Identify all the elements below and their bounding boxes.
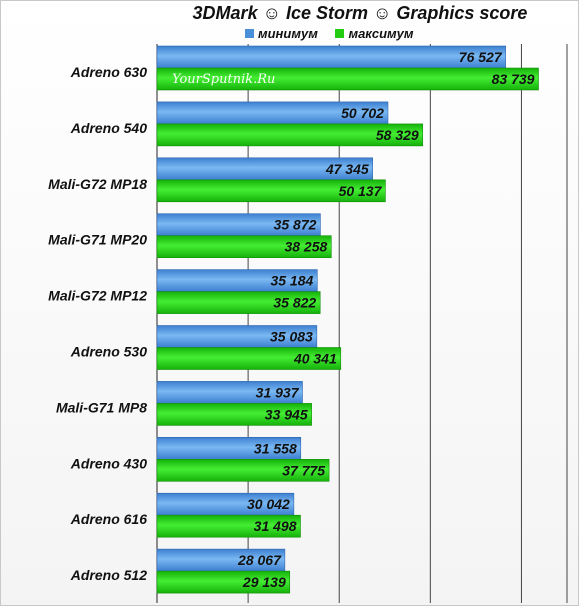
category-label: Adreno 540 — [70, 120, 147, 136]
bar-max — [156, 123, 424, 147]
bar-max — [156, 179, 386, 203]
legend-swatch-max — [335, 29, 345, 38]
value-label-max: 33 945 — [265, 406, 308, 422]
category-label: Mali-G72 MP18 — [48, 176, 147, 192]
legend-label-max: максимум — [348, 26, 414, 41]
value-label-min: 31 937 — [256, 384, 300, 400]
value-label-min: 35 184 — [270, 273, 313, 289]
value-label-min: 50 702 — [341, 105, 384, 121]
value-label-min: 35 083 — [270, 329, 313, 345]
chart-title: 3DMark ☺ Ice Storm ☺ Graphics score — [192, 3, 528, 23]
value-label-max: 83 739 — [492, 71, 535, 87]
value-label-max: 50 137 — [339, 183, 383, 199]
value-label-min: 76 527 — [459, 49, 503, 65]
legend-label-min: минимум — [258, 26, 318, 41]
value-label-max: 31 498 — [254, 518, 297, 534]
value-label-max: 38 258 — [284, 239, 327, 255]
category-label: Mali-G71 MP8 — [56, 399, 147, 415]
category-label: Adreno 512 — [70, 567, 147, 583]
legend-swatch-min — [245, 29, 254, 38]
value-label-min: 35 872 — [274, 217, 317, 233]
category-label: Mali-G71 MP20 — [48, 232, 147, 248]
bar-max — [156, 67, 539, 91]
bar-min — [156, 45, 506, 69]
legend-item-min: минимум — [245, 26, 318, 41]
bar-max — [156, 291, 321, 314]
value-label-min: 31 558 — [254, 440, 297, 456]
value-label-min: 30 042 — [247, 496, 290, 512]
value-label-max: 37 775 — [282, 462, 325, 478]
legend: минимум максимум — [245, 26, 428, 41]
category-label: Adreno 630 — [70, 64, 147, 80]
value-label-max: 58 329 — [376, 127, 419, 143]
bar-max — [156, 347, 342, 370]
value-label-min: 28 067 — [237, 552, 282, 568]
watermark: YourSputnik.Ru — [172, 72, 276, 87]
bar-max — [156, 235, 332, 258]
category-label: Adreno 430 — [70, 455, 147, 471]
value-label-min: 47 345 — [325, 161, 369, 177]
legend-item-max: максимум — [335, 26, 414, 41]
category-label: Adreno 616 — [70, 511, 147, 527]
value-label-max: 40 341 — [293, 351, 337, 367]
bar-max — [156, 570, 291, 594]
value-label-max: 35 822 — [273, 295, 316, 311]
category-label: Adreno 530 — [70, 343, 147, 359]
bar-max — [156, 514, 301, 538]
bar-max — [156, 403, 312, 426]
value-label-max: 29 139 — [242, 574, 286, 590]
bar-max — [156, 458, 330, 482]
category-label: Mali-G72 MP12 — [48, 288, 147, 304]
